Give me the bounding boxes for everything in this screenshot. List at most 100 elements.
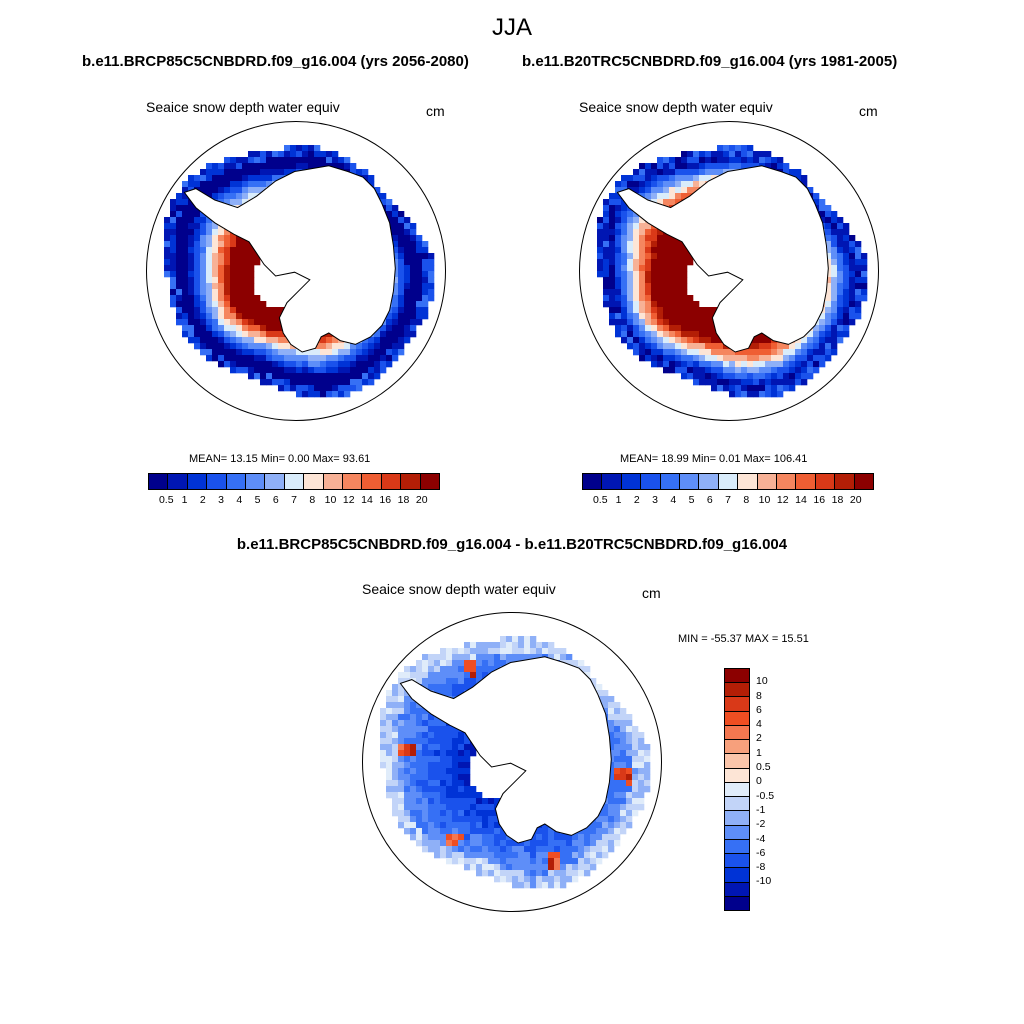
diff-map-cell: [542, 876, 549, 883]
diff-map-cell: [638, 756, 645, 763]
right-map-cell: [831, 211, 838, 218]
left-map-cell: [320, 385, 327, 392]
left-map-cell: [194, 313, 201, 320]
right-map-cell: [657, 295, 664, 302]
right-map-cell: [801, 349, 808, 356]
right-map-cell: [795, 373, 802, 380]
left-map-field: [164, 145, 435, 398]
diff-map-cell: [446, 774, 453, 781]
diff-map-cell: [476, 822, 483, 829]
left-map-cell: [350, 343, 357, 350]
right-map-cell: [645, 349, 652, 356]
left-map-cell: [290, 373, 297, 380]
left-map-cell: [374, 349, 381, 356]
left-colorbar-tick-label: 18: [397, 494, 410, 506]
right-map-cell: [633, 223, 640, 230]
left-map-cell: [218, 169, 225, 176]
left-map-cell: [416, 319, 423, 326]
left-map-cell: [188, 211, 195, 218]
right-map-cell: [777, 367, 784, 374]
diff-map-cell: [608, 792, 615, 799]
diff-map-cell: [476, 816, 483, 823]
right-map-cell: [633, 175, 640, 182]
left-map-cell: [374, 367, 381, 374]
right-map-cell: [639, 175, 646, 182]
right-map-cell: [741, 361, 748, 368]
right-map-cell: [753, 151, 760, 158]
left-map-cell: [338, 373, 345, 380]
left-colorbar-tick-label: 7: [291, 494, 297, 506]
right-map-cell: [717, 343, 724, 350]
diff-map-cell: [638, 732, 645, 739]
left-map-cell: [362, 175, 369, 182]
right-map-cell: [603, 259, 610, 266]
right-map-cell: [771, 379, 778, 386]
diff-map-cell: [554, 852, 561, 859]
right-map-cell: [597, 259, 604, 266]
diff-map-cell: [416, 768, 423, 775]
right-map-cell: [825, 301, 832, 308]
diff-map-cell: [602, 822, 609, 829]
diff-map-cell: [476, 834, 483, 841]
left-map-cell: [344, 343, 351, 350]
left-map-cell: [248, 355, 255, 362]
right-map-cell: [855, 271, 862, 278]
right-map-cell: [615, 265, 622, 272]
right-map-cell: [735, 157, 742, 164]
right-map-cell: [723, 157, 730, 164]
right-map-cell: [693, 169, 700, 176]
left-map-cell: [200, 235, 207, 242]
diff-map-cell: [488, 654, 495, 661]
diff-map-cell: [404, 798, 411, 805]
left-map-cell: [398, 349, 405, 356]
right-map-cell: [759, 331, 766, 338]
left-colorbar-swatch: [420, 474, 440, 489]
left-map-cell: [428, 289, 435, 296]
diff-map-cell: [482, 864, 489, 871]
left-map-cell: [350, 385, 357, 392]
left-map-cell: [248, 301, 255, 308]
left-map-cell: [260, 337, 267, 344]
left-map-cell: [398, 217, 405, 224]
diff-map-cell: [422, 726, 429, 733]
right-map-cell: [657, 169, 664, 176]
left-map-cell: [392, 295, 399, 302]
left-map-cell: [248, 283, 255, 290]
right-map-cell: [735, 379, 742, 386]
right-map-cell: [825, 241, 832, 248]
left-map-cell: [284, 361, 291, 368]
diff-map-cell: [548, 828, 555, 835]
diff-map-cell: [452, 816, 459, 823]
right-map-cell: [711, 343, 718, 350]
right-map-cell: [657, 283, 664, 290]
right-map-cell: [699, 151, 706, 158]
right-map-cell: [855, 283, 862, 290]
diff-map-cell: [464, 768, 471, 775]
diff-map-cell: [620, 720, 627, 727]
left-map-cell: [236, 307, 243, 314]
right-map-cell: [651, 283, 658, 290]
diff-map-cell: [608, 702, 615, 709]
diff-map-cell: [446, 852, 453, 859]
diff-colorbar-tick-label: -10: [756, 875, 772, 888]
right-map-cell: [711, 361, 718, 368]
right-map-cell: [789, 379, 796, 386]
left-map-cell: [224, 349, 231, 356]
right-map-cell: [813, 355, 820, 362]
diff-map-cell: [632, 798, 639, 805]
right-map-cell: [819, 211, 826, 218]
left-colorbar-swatch: [362, 474, 382, 489]
left-map-cell: [290, 361, 297, 368]
right-map-cell: [783, 367, 790, 374]
diff-map-cell: [494, 660, 501, 667]
diff-map-cell: [464, 648, 471, 655]
diff-map-cell: [500, 846, 507, 853]
right-map-cell: [651, 337, 658, 344]
right-map-cell: [741, 151, 748, 158]
right-map-cell: [645, 319, 652, 326]
right-map-cell: [861, 283, 868, 290]
diff-map-cell: [398, 804, 405, 811]
right-map-cell: [729, 157, 736, 164]
left-map-cell: [344, 361, 351, 368]
right-map-cell: [651, 295, 658, 302]
